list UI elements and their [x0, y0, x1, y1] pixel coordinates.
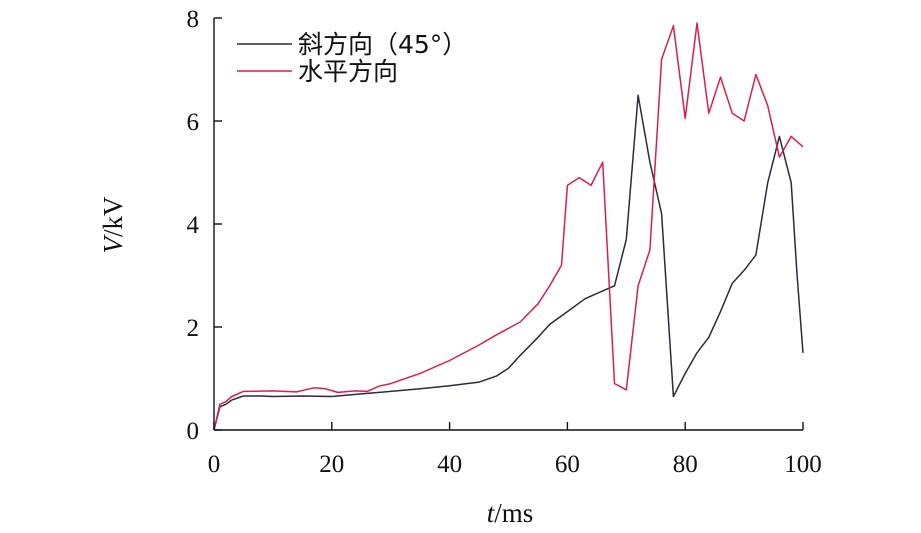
x-tick-label: 80: [673, 451, 698, 478]
y-tick-label: 0: [187, 418, 200, 445]
series-line-horizontal: [213, 22, 804, 431]
x-tick-label: 100: [784, 451, 822, 478]
legend-label-horizontal: 水平方向: [298, 57, 398, 86]
y-tick-label: 4: [187, 212, 200, 239]
y-tick-label: 6: [187, 109, 200, 136]
legend-label-oblique: 斜方向（45°）: [298, 30, 467, 59]
legend-item-horizontal: 水平方向: [237, 57, 398, 86]
y-tick-label: 2: [187, 315, 200, 342]
y-axis-label: V/kV: [98, 196, 128, 254]
x-tick-label: 60: [555, 451, 580, 478]
legend-item-oblique: 斜方向（45°）: [237, 30, 467, 59]
series-layer: [213, 22, 804, 431]
y-tick-label: 8: [187, 6, 200, 33]
x-tick-label: 20: [319, 451, 344, 478]
series-line-oblique-45: [213, 94, 804, 431]
x-tick-label: 40: [437, 451, 462, 478]
x-axis-label: t/ms: [487, 498, 534, 528]
x-tick-label: 0: [208, 451, 221, 478]
legend: 斜方向（45°） 水平方向: [237, 30, 467, 86]
